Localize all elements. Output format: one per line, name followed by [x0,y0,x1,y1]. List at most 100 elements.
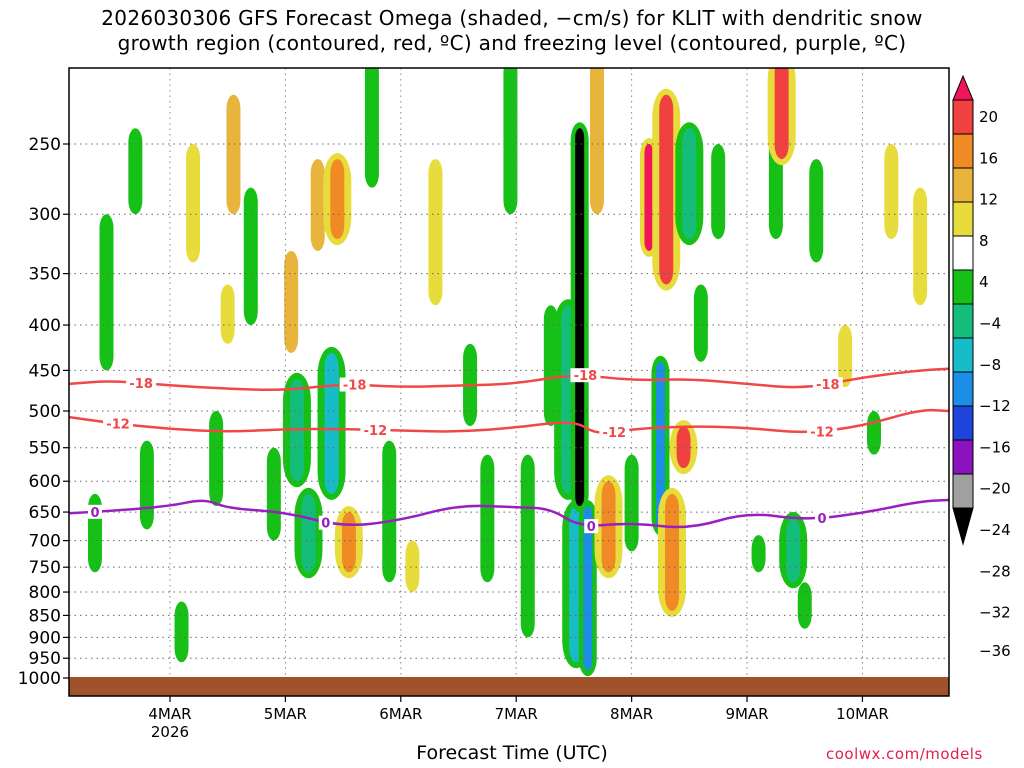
omega-cell [786,517,801,583]
contour-layer: -18 -18 -18 -18 -12 -12 -12 -12 0 0 0 0 [69,367,949,535]
omega-cell [220,284,235,344]
colorbar-swatch [952,235,974,271]
contour-label-bg [360,422,391,437]
y-tick-label: 800 [29,583,61,603]
colorbar-swatch [952,473,974,509]
freezing-level-contour-label: 0 [818,512,827,527]
omega-cell [693,284,708,362]
colorbar-swatch [952,303,974,339]
contour-label-bg [812,377,843,392]
colorbar-label: 16 [979,149,998,167]
x-axis-title: Forecast Time (UTC) [416,742,608,764]
y-tick-label: 300 [29,205,61,225]
contour-label-bg [584,519,599,534]
y-tick-label: 600 [29,472,61,492]
dgz-contour-minus12-label: -12 [810,425,834,440]
freezing-level-contour-label: 0 [321,517,330,532]
colorbar: 20 16 12 8 4 −4 −8 −12 −16 −20 −24 −28 −32 −36 [952,74,1011,660]
x-tick-label: 8MAR [610,705,653,723]
chart-title-line2: growth region (contoured, red, ºC) and f… [117,31,907,55]
dgz-contour-minus12-label: -12 [603,426,627,441]
dgz-contour-minus18-label: -18 [343,379,367,394]
y-tick-label: 450 [29,361,61,381]
colorbar-label: −28 [979,562,1011,580]
omega-cell [330,159,345,240]
colorbar-swatch [952,269,974,305]
omega-cell [575,128,585,507]
dgz-contour-minus12-label: -12 [106,418,130,433]
y-tick-label: 500 [29,402,61,422]
omega-cell [601,481,616,573]
freezing-level-contour-label: 0 [90,506,99,521]
omega-cell [884,144,899,240]
colorbar-label: −32 [979,604,1011,622]
colorbar-swatch [952,337,974,373]
omega-cell [665,493,680,611]
omega-cell [266,447,281,541]
omega-cell [644,144,654,251]
dgz-contour-minus12-label: -12 [364,424,388,439]
colorbar-swatch [952,405,974,441]
colorbar-label: −16 [979,438,1011,456]
omega-cell [174,601,189,663]
omega-cell [809,159,824,263]
omega-cell [659,94,674,285]
colorbar-label: 20 [979,108,998,126]
x-tick-label: 4MAR [148,705,191,723]
y-tick-label: 850 [29,606,61,626]
omega-cell [382,440,397,583]
contour-label-bg [807,424,838,439]
x-axis-year-label: 2026 [151,723,189,741]
x-tick-label: 7MAR [495,705,538,723]
omega-cell [428,159,443,306]
colorbar-label: −8 [979,356,1001,374]
credit-link[interactable]: coolwx.com/models [826,745,983,763]
ground-surface [69,677,949,696]
contour-label-bg [87,504,102,519]
colorbar-swatch [952,167,974,203]
colorbar-label: −4 [979,315,1001,333]
contour-label-bg [318,515,333,530]
y-tick-label: 750 [29,558,61,578]
x-tick-label: 5MAR [264,705,307,723]
colorbar-swatch [952,371,974,407]
contour-label-bg [126,376,157,391]
dgz-contour-minus18-label: -18 [129,377,153,392]
omega-cell [676,426,691,469]
omega-cell [655,361,665,530]
omega-cell [99,214,114,371]
colorbar-label: −20 [979,480,1011,498]
y-tick-label: 900 [29,628,61,648]
omega-cell [913,187,928,306]
omega-cell [341,512,356,573]
contour-label-bg [599,424,630,439]
colorbar-swatch [952,201,974,237]
omega-cell [583,506,593,671]
freezing-level-contour-label: 0 [587,520,596,535]
colorbar-bottom-arrow [952,507,974,546]
omega-cell [284,250,299,353]
omega-cell [590,68,604,215]
colorbar-swatch [952,439,974,475]
colorbar-label: −12 [979,397,1011,415]
y-tick-label: 400 [29,316,61,336]
omega-cell [774,68,789,160]
x-tick-label: 6MAR [379,705,422,723]
omega-cell [226,94,241,215]
omega-cell [128,128,143,215]
omega-cell [186,144,201,263]
colorbar-label: 12 [979,191,998,209]
colorbar-swatch [952,99,974,135]
y-tick-label: 250 [29,135,61,155]
omega-cell [405,540,420,593]
y-tick-label: 350 [29,265,61,285]
dgz-contour-minus18-label: -18 [574,369,598,384]
contour-label-bg [103,416,134,431]
omega-cell [751,535,766,573]
omega-cell [301,493,316,573]
grid-layer [69,68,949,696]
omega-cell [364,68,379,188]
omega-cell [243,187,258,326]
omega-cell [324,352,339,494]
